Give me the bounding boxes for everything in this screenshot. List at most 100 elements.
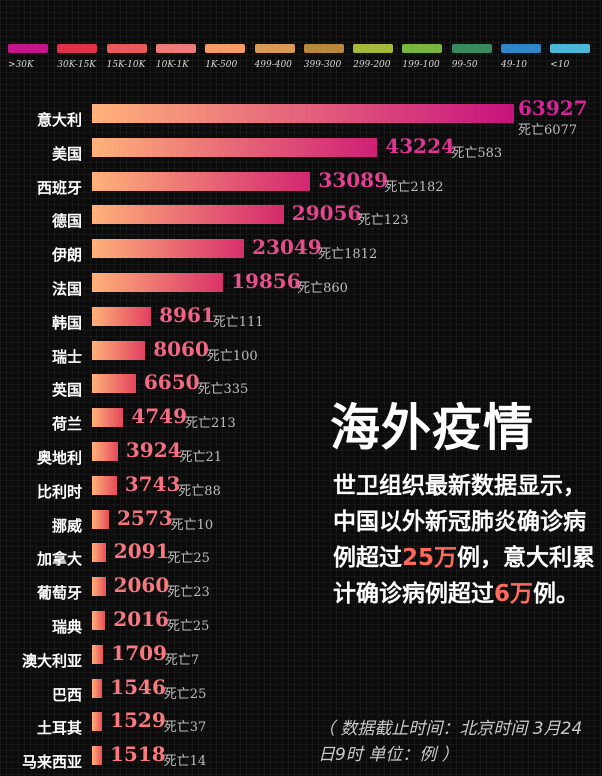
deaths-label: 死亡10: [170, 517, 214, 533]
legend-label: >30K: [8, 60, 34, 70]
cases-value-label: 29056: [291, 201, 362, 226]
deaths-label: 死亡21: [179, 450, 223, 465]
deaths-label: 死亡2182: [384, 179, 444, 195]
deaths-label: 死亡25: [163, 686, 207, 702]
deaths-label: 死亡1812: [318, 247, 378, 263]
legend-item: 15K-10K: [106, 44, 151, 70]
legend-swatch: [303, 44, 344, 53]
legend-swatch: [451, 44, 492, 53]
country-label: 意大利: [36, 111, 82, 129]
cases-bar: [92, 543, 106, 563]
legend-item: 399-300: [303, 44, 348, 70]
chart-row: 韩国 8961 死亡111: [0, 303, 602, 336]
legend-swatch: [57, 44, 98, 53]
summary-part-3: 例。: [533, 581, 580, 607]
chart-row: 伊朗 23049 死亡1812: [0, 235, 602, 268]
country-label: 奥地利: [36, 449, 82, 467]
cases-bar: [92, 611, 106, 630]
chart-row: 比利时 3743 死亡88: [0, 472, 602, 505]
cases-bar: [92, 306, 152, 326]
chart-row: 马来西亚 1518 死亡14: [0, 742, 602, 775]
legend-swatch: [501, 44, 541, 53]
chart-row: 土耳其 1529 死亡37: [0, 708, 602, 741]
cases-bar: [92, 644, 104, 664]
legend-swatch: [106, 44, 147, 53]
deaths-label: 死亡25: [167, 551, 210, 567]
legend-label: <10: [550, 60, 570, 70]
chart-row: 葡萄牙 2060 死亡23: [0, 573, 602, 606]
legend-swatch: [550, 44, 591, 53]
country-label: 瑞士: [51, 347, 82, 366]
legend-label: 399-300: [303, 60, 342, 70]
chart-row: 荷兰 4749 死亡213: [0, 404, 602, 437]
deaths-label: 死亡14: [163, 754, 207, 770]
chart-row: 法国 19856 死亡860: [0, 269, 602, 302]
summary-part-2: 例，意大利累计确诊病例超过: [333, 545, 596, 607]
country-label: 瑞典: [51, 618, 82, 636]
cases-bar: [92, 273, 224, 292]
deaths-label: 死亡100: [206, 348, 258, 364]
headline: 海外疫情: [330, 398, 534, 457]
legend-item: 99-50: [451, 44, 496, 70]
cases-value-label: 8961: [159, 302, 215, 327]
country-label: 澳大利亚: [21, 651, 82, 670]
cases-value-label: 2091: [113, 539, 170, 564]
cases-bar: [92, 104, 514, 123]
color-legend: >30K 30K-15K 15K-10K 10K-1K 1K-500 499-400 399…: [0, 0, 602, 80]
country-label: 土耳其: [36, 719, 82, 738]
legend-item: 199-100: [402, 44, 446, 70]
country-label: 马来西亚: [21, 753, 82, 772]
chart-row: 西班牙 33089 死亡2182: [0, 168, 602, 201]
cases-bar: [92, 475, 117, 495]
legend-label: 199-100: [402, 60, 440, 70]
chart-row: 澳大利亚 1709 死亡7: [0, 641, 602, 674]
cases-value-label: 1546: [110, 674, 166, 699]
legend-swatch: [205, 44, 246, 53]
legend-label: 30K-15K: [57, 60, 97, 70]
legend-label: 49-10: [501, 60, 527, 70]
legend-swatch: [353, 44, 394, 53]
data-source-footnote: （ 数据截止时间：北京时间 3月24日9时 单位：例 ）: [318, 719, 583, 765]
chart-row: 奥地利 3924 死亡21: [0, 438, 602, 471]
cases-value-label: 4749: [131, 404, 188, 429]
summary-highlight-total: 25万: [402, 545, 458, 571]
deaths-label: 死亡37: [163, 720, 207, 736]
cases-value-label: 23049: [252, 235, 322, 260]
legend-label: 10K-1K: [155, 60, 189, 70]
chart-row: 美国 43224 死亡583: [0, 134, 602, 167]
legend-swatch: [155, 44, 196, 53]
cases-bar: [92, 746, 103, 766]
chart-row: 挪威 2573 死亡10: [0, 506, 602, 539]
chart-row: 巴西 1546 死亡25: [0, 675, 602, 708]
cases-bar: [92, 137, 378, 157]
country-label: 法国: [51, 280, 82, 298]
chart-row: 瑞典 2016 死亡25: [0, 607, 602, 640]
legend-label: 15K-10K: [106, 60, 146, 70]
cases-bar: [92, 239, 245, 259]
cases-value-label: 63927: [518, 96, 588, 120]
cases-value-label: 19856: [231, 269, 301, 293]
chart-row: 英国 6650 死亡335: [0, 370, 602, 403]
chart-row: 意大利 63927 死亡6077: [0, 96, 602, 138]
legend-item: <10: [550, 44, 594, 70]
country-label: 比利时: [36, 482, 82, 501]
deaths-label: 死亡88: [178, 483, 221, 499]
cases-bar: [92, 678, 103, 698]
legend-label: 99-50: [451, 60, 478, 70]
cases-value-label: 2060: [113, 573, 170, 598]
summary-text: 世卫组织最新数据显示，中国以外新冠肺炎确诊病例超过25万例，意大利累计确诊病例超…: [333, 468, 595, 612]
cases-bar: [92, 408, 124, 428]
summary-part-1: 世卫组织最新数据显示，中国以外新冠肺炎确诊病例超过: [333, 473, 586, 571]
deaths-label: 死亡111: [212, 314, 264, 330]
legend-item: 299-200: [353, 44, 397, 70]
deaths-label: 死亡860: [297, 281, 348, 296]
deaths-label: 死亡583: [451, 145, 503, 161]
deaths-label: 死亡23: [167, 585, 210, 601]
cases-value-label: 3924: [125, 438, 182, 462]
deaths-label: 死亡6077: [518, 123, 578, 138]
legend-swatch: [8, 44, 48, 53]
cases-value-label: 8060: [153, 336, 209, 361]
cases-value-label: 1709: [111, 640, 167, 665]
cases-value-label: 1529: [110, 708, 166, 733]
cases-value-label: 43224: [385, 133, 455, 158]
